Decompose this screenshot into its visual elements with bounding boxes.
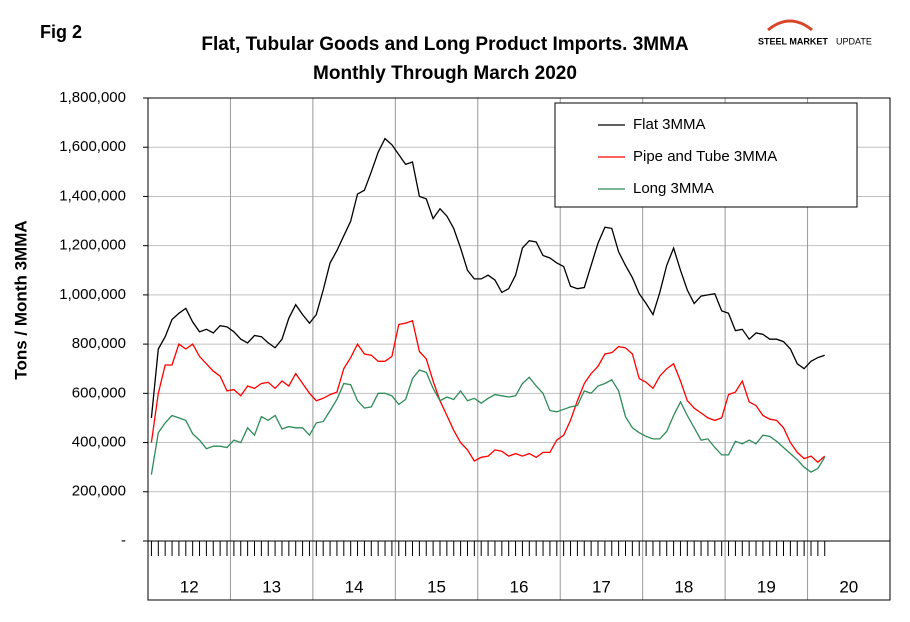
- fig-label: Fig 2: [40, 22, 82, 42]
- y-tick-label: 200,000: [72, 483, 126, 500]
- logo-arc: [767, 19, 813, 32]
- legend-label: Pipe and Tube 3MMA: [633, 148, 777, 165]
- logo: STEEL MARKET UPDATE: [758, 19, 872, 46]
- y-tick-label: 1,400,000: [59, 187, 126, 204]
- y-tick-label: 400,000: [72, 434, 126, 451]
- x-tick-label: 12: [180, 577, 199, 596]
- chart-subtitle: Monthly Through March 2020: [313, 63, 577, 84]
- series-line: [150, 137, 825, 418]
- y-tick-label: 800,000: [72, 335, 126, 352]
- logo-light: UPDATE: [836, 36, 872, 46]
- axis-box: [147, 540, 891, 601]
- legend-label: Flat 3MMA: [633, 116, 706, 133]
- y-tick-label: 1,600,000: [59, 138, 126, 155]
- legend-box: [554, 102, 858, 208]
- x-tick-label: 20: [839, 577, 858, 596]
- x-tick-label: 15: [427, 577, 446, 596]
- x-tick-label: 18: [674, 577, 693, 596]
- y-tick-label: 1,800,000: [59, 89, 126, 106]
- y-tick-label: 1,200,000: [59, 237, 126, 254]
- y-axis-label: Tons / Month 3MMA: [11, 220, 30, 379]
- logo-bold: STEEL MARKET: [758, 36, 828, 46]
- x-tick-label: 13: [262, 577, 281, 596]
- x-tick-label: 16: [510, 577, 529, 596]
- x-tick-label: 17: [592, 577, 611, 596]
- x-tick-label: 19: [757, 577, 776, 596]
- legend-label: Long 3MMA: [633, 180, 714, 197]
- series-line: [150, 369, 826, 475]
- x-tick-label: 14: [345, 577, 364, 596]
- y-tick-label: 600,000: [72, 384, 126, 401]
- y-tick-label: 1,000,000: [59, 286, 126, 303]
- chart-title: Flat, Tubular Goods and Long Product Imp…: [201, 34, 689, 55]
- series-line: [150, 319, 826, 464]
- y-tick-label: -: [121, 532, 126, 549]
